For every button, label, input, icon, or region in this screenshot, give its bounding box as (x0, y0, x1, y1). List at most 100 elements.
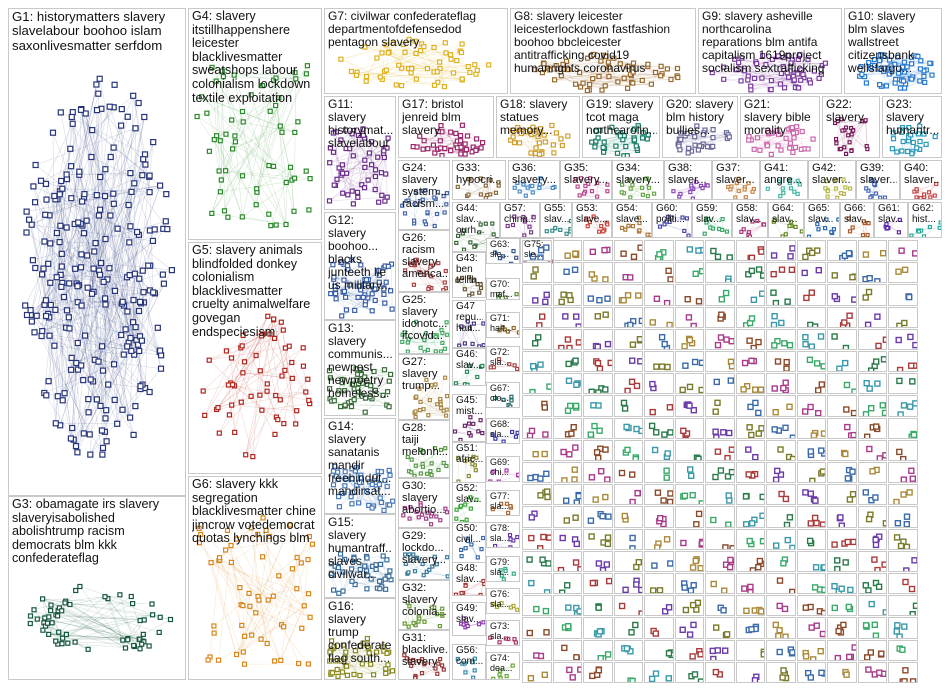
network-node (885, 225, 890, 231)
network-edge (144, 290, 151, 389)
network-edge (231, 562, 260, 601)
network-node (42, 297, 50, 304)
network-edge (214, 139, 243, 218)
group-label: G58: slav... (736, 204, 762, 225)
network-edge (256, 192, 277, 226)
network-edge (76, 116, 128, 364)
small-cluster-network (770, 312, 785, 327)
network-node (88, 290, 96, 297)
network-node (764, 143, 770, 149)
network-node (843, 185, 848, 190)
network-edge (62, 102, 139, 401)
group-label: G3: obamagate irs slavery slaveryisaboli… (12, 498, 159, 566)
network-node (163, 191, 170, 198)
network-edge (77, 128, 136, 344)
network-node (383, 670, 389, 677)
network-edge (414, 41, 438, 72)
small-cluster-panel (583, 306, 613, 328)
network-node (266, 211, 272, 217)
network-edge (43, 106, 110, 269)
group-label: G61: slav... (878, 204, 904, 225)
network-node (551, 150, 557, 156)
group-label: G16: slavery trump confederate flag sout… (328, 600, 392, 665)
network-edge (55, 296, 65, 424)
network-node (543, 291, 550, 299)
network-node (596, 297, 603, 304)
network-node (478, 285, 484, 291)
network-node (883, 83, 890, 89)
network-node (921, 234, 927, 237)
network-node (604, 295, 611, 303)
network-node (836, 217, 839, 222)
network-node (58, 177, 65, 185)
small-cluster-panel (674, 306, 704, 328)
network-node (522, 233, 527, 237)
network-node (306, 533, 313, 540)
network-node (413, 409, 418, 414)
network-node (441, 83, 448, 90)
network-node (619, 190, 624, 195)
network-node (470, 341, 475, 347)
network-node (273, 75, 279, 81)
network-node (580, 80, 586, 86)
network-node (233, 651, 240, 658)
network-node (426, 286, 431, 291)
network-edge (223, 76, 232, 121)
group-label: G55: slav... (544, 204, 569, 225)
network-node (67, 601, 73, 608)
group-g53-panel: G53: slave... (572, 202, 612, 238)
network-node (232, 133, 238, 139)
network-node (640, 185, 645, 190)
network-node (267, 331, 273, 337)
group-label: G60: politi... (656, 204, 685, 225)
network-edge (100, 262, 172, 271)
network-node (847, 186, 853, 191)
small-cluster-network (587, 295, 611, 304)
network-edge (30, 610, 51, 624)
network-node (339, 162, 345, 168)
network-node (471, 421, 476, 426)
network-edge (103, 281, 125, 355)
network-node (199, 94, 205, 100)
network-node (46, 631, 52, 637)
network-edge (99, 209, 118, 424)
small-cluster-panel (552, 306, 582, 328)
network-node (882, 195, 888, 199)
network-edge (199, 542, 257, 613)
network-node (757, 147, 763, 153)
network-node (777, 81, 784, 87)
group-label: G74: dea... (490, 654, 513, 673)
network-edge (280, 126, 293, 181)
network-node (338, 56, 344, 62)
network-node (602, 311, 609, 318)
group-g43-panel: G43: ben tellth... (452, 252, 486, 298)
network-edge (72, 112, 104, 371)
network-node (414, 394, 419, 399)
network-node (787, 253, 794, 260)
network-node (96, 75, 103, 82)
network-edge (80, 267, 91, 380)
network-node (136, 275, 143, 282)
network-node (353, 72, 359, 78)
group-label: G19: slavery tcot maga northcarolin... (586, 98, 657, 137)
network-node (150, 139, 157, 146)
network-node (488, 479, 493, 481)
small-cluster-panel (522, 262, 552, 284)
network-edge (210, 562, 311, 618)
network-node (413, 50, 419, 57)
network-node (601, 139, 607, 145)
network-edge (273, 132, 296, 167)
network-edge (211, 67, 217, 136)
network-node (102, 301, 109, 308)
network-node (889, 146, 896, 152)
network-node (467, 293, 472, 297)
network-node (512, 185, 517, 190)
network-edge (582, 60, 602, 84)
group-label: G20: slavery blm history bullies... (666, 98, 734, 137)
network-edge (303, 366, 307, 393)
network-node (537, 185, 542, 190)
network-node (459, 554, 464, 559)
network-node (718, 311, 725, 318)
network-node (807, 80, 814, 86)
network-node (349, 188, 355, 194)
